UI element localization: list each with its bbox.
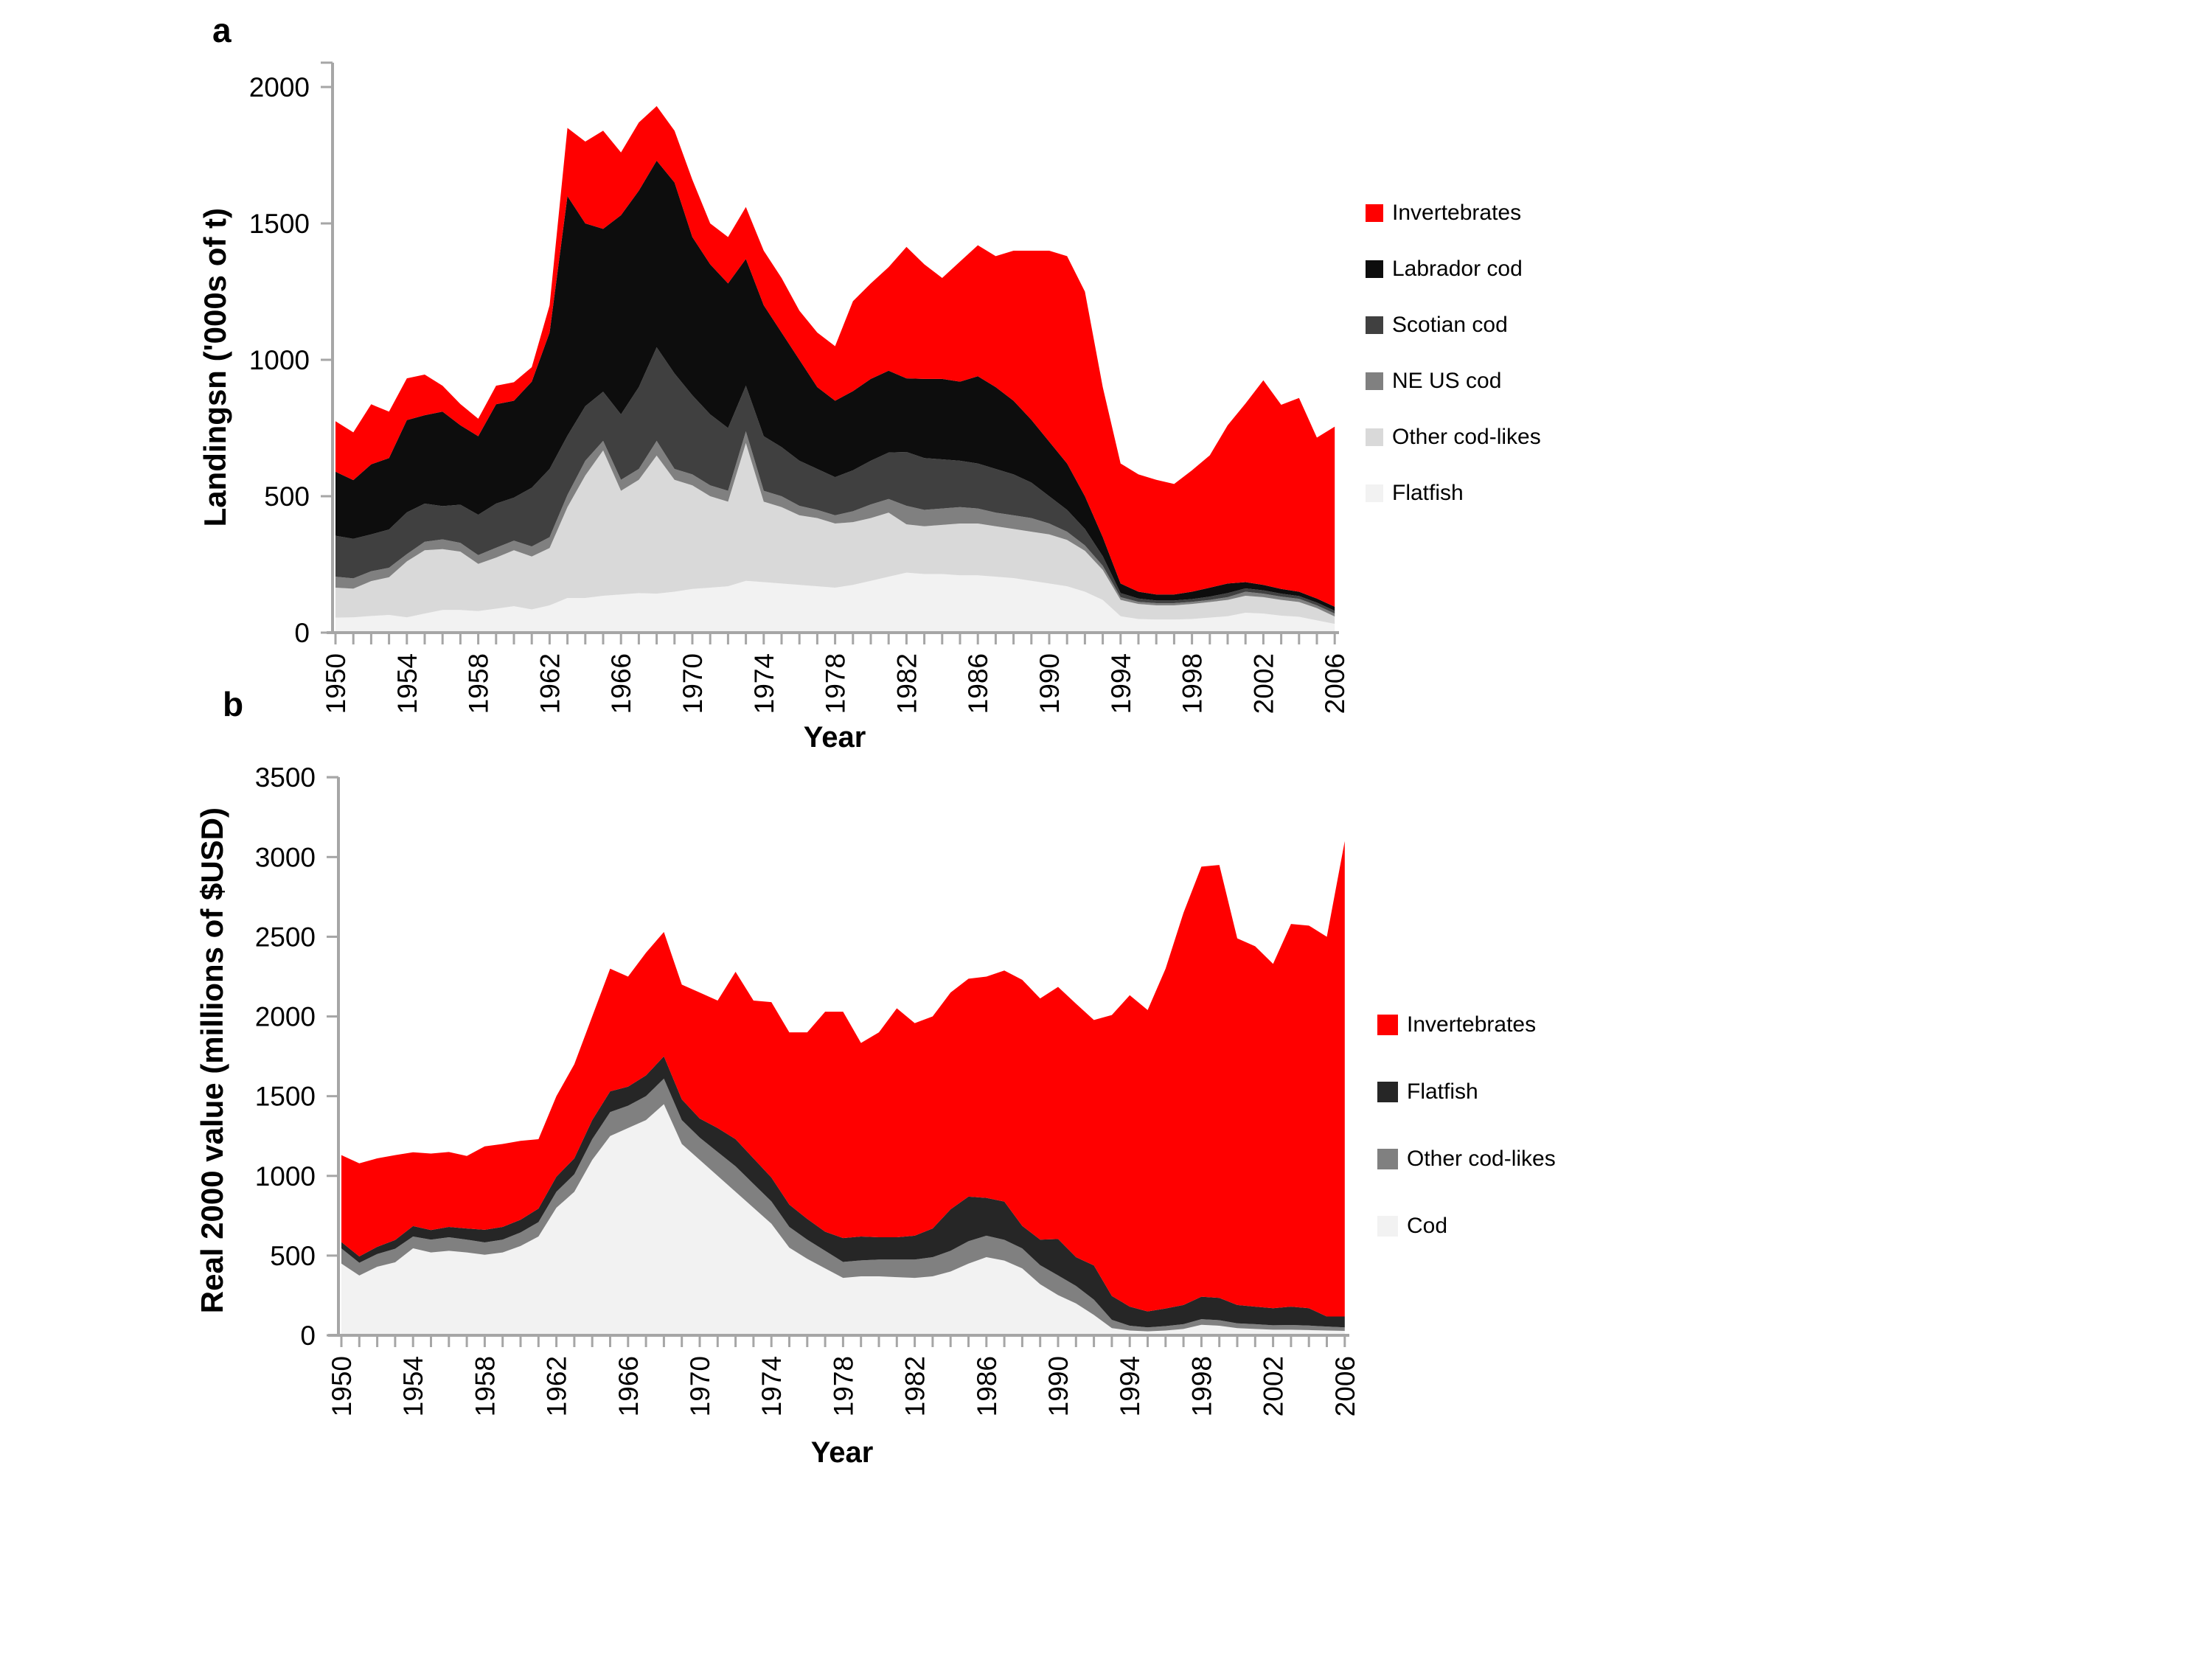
legend-swatch-labrador-cod <box>1366 260 1383 278</box>
legend-label-flatfish: Flatfish <box>1407 1079 1478 1104</box>
legend-swatch-cod <box>1377 1215 1398 1237</box>
chart-a-x-tick-label: 1950 <box>321 653 351 714</box>
area-series-a-ne-us-cod <box>335 431 1335 617</box>
panel-a-label: a <box>212 11 232 49</box>
chart-a-x-tick-label: 1962 <box>535 653 565 714</box>
legend-swatch-flatfish <box>1377 1081 1398 1102</box>
chart-b-y-tick-label: 1000 <box>255 1161 316 1192</box>
legend-item-b-invertebrates: Invertebrates <box>1377 991 1556 1058</box>
legend-label-ne-us-cod: NE US cod <box>1392 369 1502 393</box>
legend-item-b-flatfish: Flatfish <box>1377 1058 1556 1125</box>
area-series-a-invertebrates <box>335 105 1335 607</box>
legend-swatch-ne-us-cod <box>1366 372 1383 390</box>
chart-b-y-tick-label: 2500 <box>255 922 316 952</box>
chart-a-x-tick-label: 2006 <box>1320 653 1350 714</box>
chart-a-y-axis-title: Landingsn ('000s of t) <box>198 207 232 527</box>
legend-item-a-invertebrates: Invertebrates <box>1366 185 1541 241</box>
chart-a-x-tick-label: 2002 <box>1248 653 1279 714</box>
legend-swatch-invertebrates <box>1377 1014 1398 1035</box>
chart-b-y-tick-label: 3500 <box>255 762 316 793</box>
chart-a-y-tick-label: 1500 <box>249 209 310 239</box>
chart-a-x-axis-title: Year <box>803 721 866 754</box>
chart-b-x-tick-label: 1978 <box>828 1356 858 1416</box>
chart-b-y-tick-label: 500 <box>270 1241 316 1271</box>
area-series-b-cod <box>341 1104 1345 1335</box>
legend-item-a-labrador-cod: Labrador cod <box>1366 241 1541 297</box>
legend-label-flatfish: Flatfish <box>1392 481 1464 505</box>
chart-a-x-tick-label: 1990 <box>1034 653 1065 714</box>
legend-item-a-other-cod-likes: Other cod-likes <box>1366 409 1541 465</box>
area-series-a-scotian-cod <box>335 347 1335 614</box>
chart-a-y-tick-label: 0 <box>294 618 310 648</box>
chart-b-x-tick-label: 2006 <box>1330 1356 1360 1416</box>
chart-b-x-tick-label: 1954 <box>398 1356 428 1416</box>
chart-a-x-tick-label: 1970 <box>678 653 708 714</box>
chart-b-y-tick-label: 2000 <box>255 1002 316 1032</box>
legend-label-invertebrates: Invertebrates <box>1407 1012 1537 1037</box>
chart-b-x-tick-label: 1950 <box>327 1356 357 1416</box>
chart-a-x-tick-label: 1958 <box>464 653 494 714</box>
area-series-b-other-cod-likes <box>341 1078 1345 1332</box>
area-series-a-other-cod-likes <box>335 442 1335 625</box>
area-series-b-flatfish <box>341 1056 1345 1328</box>
legend-swatch-invertebrates <box>1366 204 1383 222</box>
legend-label-other-cod-likes: Other cod-likes <box>1407 1146 1556 1171</box>
legend-swatch-scotian-cod <box>1366 316 1383 334</box>
legend-item-a-scotian-cod: Scotian cod <box>1366 297 1541 353</box>
chart-a-x-tick-label: 1974 <box>749 653 779 714</box>
chart-b-x-tick-label: 1970 <box>685 1356 715 1416</box>
legend-label-labrador-cod: Labrador cod <box>1392 257 1523 281</box>
legend-item-b-other-cod-likes: Other cod-likes <box>1377 1125 1556 1192</box>
chart-b-x-tick-label: 1966 <box>613 1356 644 1416</box>
legend-item-a-ne-us-cod: NE US cod <box>1366 353 1541 409</box>
chart-b-x-tick-label: 1982 <box>900 1356 931 1416</box>
area-series-a-flatfish <box>335 572 1335 633</box>
legend-label-other-cod-likes: Other cod-likes <box>1392 425 1541 449</box>
chart-b-y-tick-label: 0 <box>300 1321 316 1351</box>
legend-swatch-other-cod-likes <box>1366 428 1383 446</box>
chart-a-x-tick-label: 1998 <box>1178 653 1208 714</box>
chart-b-x-tick-label: 1974 <box>757 1356 787 1416</box>
chart-b-x-tick-label: 1990 <box>1043 1356 1074 1416</box>
legend-label-scotian-cod: Scotian cod <box>1392 313 1508 337</box>
area-series-a-labrador-cod <box>335 160 1335 611</box>
chart-b-x-tick-label: 1994 <box>1115 1356 1145 1416</box>
chart-a-legend: Invertebrates Labrador cod Scotian cod NE U… <box>1366 185 1541 521</box>
chart-b-x-tick-label: 1998 <box>1186 1356 1217 1416</box>
legend-swatch-other-cod-likes <box>1377 1148 1398 1169</box>
chart-b-y-axis-title-box: Real 2000 value (millions of $USD) <box>183 780 242 1340</box>
chart-a-y-tick-label: 1000 <box>249 345 310 375</box>
legend-item-b-cod: Cod <box>1377 1192 1556 1259</box>
legend-swatch-flatfish <box>1366 484 1383 502</box>
chart-b-x-axis-title: Year <box>810 1436 874 1469</box>
chart-b-y-tick-label: 3000 <box>255 842 316 872</box>
chart-a-y-axis-title-box: Landingsn ('000s of t) <box>186 87 245 647</box>
chart-a-x-tick-label: 1994 <box>1106 653 1136 714</box>
chart-b-x-tick-label: 1986 <box>972 1356 1002 1416</box>
legend-item-a-flatfish: Flatfish <box>1366 465 1541 521</box>
chart-a-x-tick-label: 1986 <box>963 653 993 714</box>
chart-b-x-tick-label: 1958 <box>470 1356 500 1416</box>
chart-a-x-tick-label: 1966 <box>606 653 636 714</box>
chart-b-y-tick-label: 1500 <box>255 1082 316 1112</box>
area-series-b-invertebrates <box>341 841 1345 1317</box>
chart-a-x-tick-label: 1982 <box>891 653 922 714</box>
chart-b-legend: Invertebrates Flatfish Other cod-likes Cod <box>1377 991 1556 1259</box>
chart-a-y-tick-label: 500 <box>264 481 310 512</box>
chart-b-y-axis-title: Real 2000 value (millions of $USD) <box>195 807 229 1314</box>
legend-label-cod: Cod <box>1407 1213 1448 1238</box>
chart-b-x-tick-label: 1962 <box>542 1356 572 1416</box>
chart-a-x-tick-label: 1954 <box>392 653 422 714</box>
legend-label-invertebrates: Invertebrates <box>1392 201 1522 225</box>
chart-a-y-tick-label: 2000 <box>249 72 310 102</box>
chart-a-x-tick-label: 1978 <box>821 653 851 714</box>
panel-b-label: b <box>223 685 244 723</box>
chart-b-x-tick-label: 2002 <box>1259 1356 1289 1416</box>
